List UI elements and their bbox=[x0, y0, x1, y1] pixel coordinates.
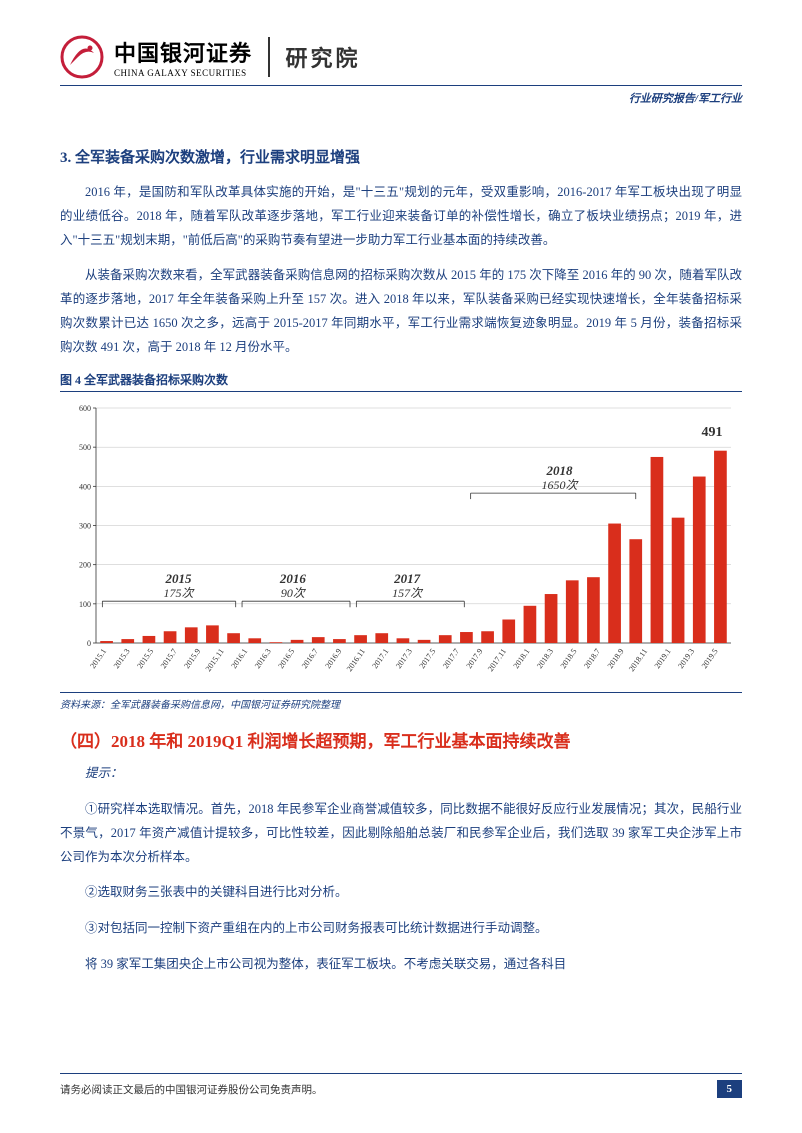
institute-name: 研究院 bbox=[286, 41, 361, 73]
svg-text:2015.5: 2015.5 bbox=[135, 647, 155, 670]
svg-text:2015.7: 2015.7 bbox=[159, 647, 179, 670]
figure-4-chart: 01002003004005006002015.12015.32015.5201… bbox=[60, 398, 742, 688]
subsection-4-para-a: ①研究样本选取情况。首先，2018 年民参军企业商誉减值较多，同比数据不能很好反… bbox=[60, 798, 742, 869]
svg-text:2017.11: 2017.11 bbox=[486, 647, 508, 673]
svg-text:600: 600 bbox=[79, 404, 91, 413]
svg-text:2017.7: 2017.7 bbox=[441, 647, 461, 670]
section-3-para-2: 从装备采购次数来看，全军武器装备采购信息网的招标采购次数从 2015 年的 17… bbox=[60, 264, 742, 359]
svg-text:2016.3: 2016.3 bbox=[253, 647, 273, 670]
svg-text:0: 0 bbox=[87, 639, 91, 648]
company-name-cn: 中国银河证券 bbox=[114, 36, 252, 68]
svg-text:2019.1: 2019.1 bbox=[653, 647, 673, 670]
section-3-para-1: 2016 年，是国防和军队改革具体实施的开始，是"十三五"规划的元年，受双重影响… bbox=[60, 181, 742, 252]
figure-4-source: 资料来源：全军武器装备采购信息网，中国银河证券研究院整理 bbox=[60, 692, 742, 711]
svg-text:2017.1: 2017.1 bbox=[370, 647, 390, 670]
svg-text:2016.9: 2016.9 bbox=[323, 647, 343, 670]
svg-text:2018: 2018 bbox=[546, 463, 574, 478]
svg-text:2016.1: 2016.1 bbox=[229, 647, 249, 670]
svg-text:2017: 2017 bbox=[393, 571, 421, 586]
svg-text:2018.11: 2018.11 bbox=[627, 647, 649, 673]
subsection-4-para-c: ③对包括同一控制下资产重组在内的上市公司财务报表可比统计数据进行手动调整。 bbox=[60, 917, 742, 941]
svg-text:2015: 2015 bbox=[165, 571, 193, 586]
svg-text:2018.7: 2018.7 bbox=[582, 647, 602, 670]
svg-text:400: 400 bbox=[79, 483, 91, 492]
svg-text:2015.11: 2015.11 bbox=[204, 647, 226, 673]
company-name-block: 中国银河证券 CHINA GALAXY SECURITIES bbox=[114, 36, 252, 78]
page-number-badge: 5 bbox=[717, 1080, 743, 1098]
svg-text:2017.5: 2017.5 bbox=[417, 647, 437, 670]
svg-text:1650次: 1650次 bbox=[542, 478, 580, 492]
footer-rule bbox=[60, 1073, 742, 1074]
subsection-4-para-b: ②选取财务三张表中的关键科目进行比对分析。 bbox=[60, 881, 742, 905]
company-logo-icon bbox=[60, 35, 104, 79]
svg-text:90次: 90次 bbox=[281, 586, 307, 600]
svg-text:2018.3: 2018.3 bbox=[535, 647, 555, 670]
footer-disclaimer: 请务必阅读正文最后的中国银河证券股份公司免责声明。 bbox=[60, 1082, 323, 1097]
svg-text:2016.7: 2016.7 bbox=[300, 647, 320, 670]
svg-text:2018.5: 2018.5 bbox=[559, 647, 579, 670]
svg-text:2016.11: 2016.11 bbox=[345, 647, 367, 673]
svg-text:2015.1: 2015.1 bbox=[88, 647, 108, 670]
svg-text:2017.9: 2017.9 bbox=[465, 647, 485, 670]
svg-text:2015.9: 2015.9 bbox=[182, 647, 202, 670]
page-footer: 请务必阅读正文最后的中国银河证券股份公司免责声明。 5 bbox=[60, 1073, 742, 1098]
subsection-4-title: （四）2018 年和 2019Q1 利润增长超预期，军工行业基本面持续改善 bbox=[60, 727, 742, 752]
breadcrumb: 行业研究报告/军工行业 bbox=[60, 90, 742, 106]
svg-text:100: 100 bbox=[79, 600, 91, 609]
svg-text:500: 500 bbox=[79, 443, 91, 452]
svg-text:2019.3: 2019.3 bbox=[676, 647, 696, 670]
report-header: 中国银河证券 CHINA GALAXY SECURITIES 研究院 bbox=[60, 35, 742, 79]
header-rule bbox=[60, 85, 742, 86]
svg-text:2016: 2016 bbox=[279, 571, 307, 586]
hint-label: 提示： bbox=[60, 762, 742, 786]
header-divider bbox=[268, 37, 270, 77]
subsection-4-para-d: 将 39 家军工集团央企上市公司视为整体，表征军工板块。不考虑关联交易，通过各科… bbox=[60, 953, 742, 977]
svg-text:200: 200 bbox=[79, 561, 91, 570]
svg-text:300: 300 bbox=[79, 522, 91, 531]
svg-text:175次: 175次 bbox=[164, 586, 196, 600]
svg-text:2017.3: 2017.3 bbox=[394, 647, 414, 670]
svg-text:2018.9: 2018.9 bbox=[606, 647, 626, 670]
svg-text:2019.5: 2019.5 bbox=[700, 647, 720, 670]
figure-4-caption: 图 4 全军武器装备招标采购次数 bbox=[60, 371, 742, 392]
section-3-title: 3. 全军装备采购次数激增，行业需求明显增强 bbox=[60, 146, 742, 167]
svg-text:491: 491 bbox=[701, 425, 722, 440]
svg-text:157次: 157次 bbox=[392, 586, 424, 600]
svg-text:2018.1: 2018.1 bbox=[512, 647, 532, 670]
company-name-en: CHINA GALAXY SECURITIES bbox=[114, 68, 252, 78]
svg-text:2016.5: 2016.5 bbox=[276, 647, 296, 670]
svg-text:2015.3: 2015.3 bbox=[112, 647, 132, 670]
